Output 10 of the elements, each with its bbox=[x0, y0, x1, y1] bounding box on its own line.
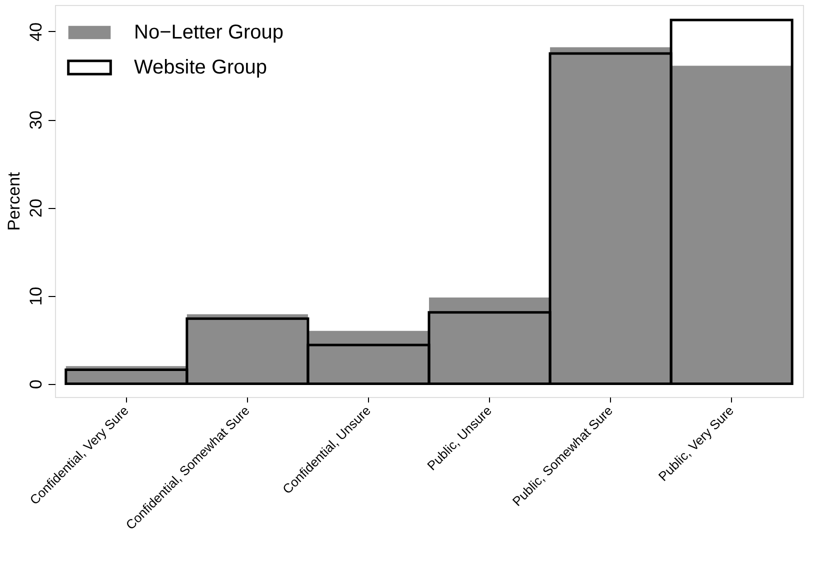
bar bbox=[308, 330, 429, 384]
legend-label: Website Group bbox=[134, 56, 268, 78]
y-tick-label: 30 bbox=[26, 110, 46, 130]
bar bbox=[429, 297, 550, 384]
y-tick-label: 20 bbox=[26, 198, 46, 218]
y-tick-label: 0 bbox=[26, 380, 46, 390]
y-axis-title: Percent bbox=[4, 172, 24, 231]
legend-label: No−Letter Group bbox=[134, 22, 284, 44]
y-tick-label: 40 bbox=[26, 22, 46, 42]
y-tick-label: 10 bbox=[26, 286, 46, 306]
